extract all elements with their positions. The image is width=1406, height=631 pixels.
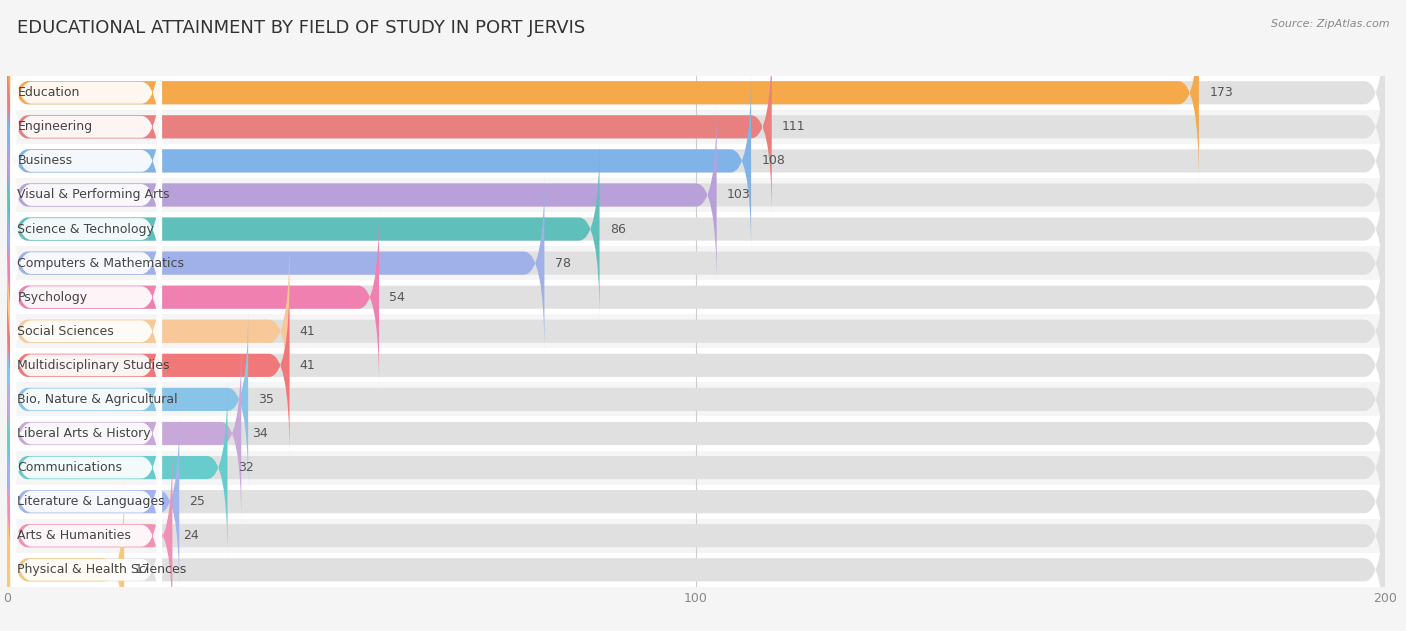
FancyBboxPatch shape [7, 240, 290, 422]
Bar [7, 280, 1385, 314]
FancyBboxPatch shape [10, 410, 162, 593]
Text: EDUCATIONAL ATTAINMENT BY FIELD OF STUDY IN PORT JERVIS: EDUCATIONAL ATTAINMENT BY FIELD OF STUDY… [17, 19, 585, 37]
Bar [7, 451, 1385, 485]
Bar [7, 246, 1385, 280]
FancyBboxPatch shape [7, 445, 1385, 627]
FancyBboxPatch shape [7, 104, 1385, 286]
FancyBboxPatch shape [7, 172, 1385, 354]
FancyBboxPatch shape [10, 274, 162, 457]
Bar [7, 314, 1385, 348]
FancyBboxPatch shape [7, 70, 751, 252]
FancyBboxPatch shape [7, 2, 1199, 184]
Text: 41: 41 [299, 359, 315, 372]
Bar [7, 348, 1385, 382]
Bar [7, 519, 1385, 553]
Text: 25: 25 [190, 495, 205, 508]
FancyBboxPatch shape [10, 138, 162, 321]
Bar [7, 212, 1385, 246]
FancyBboxPatch shape [10, 478, 162, 631]
FancyBboxPatch shape [7, 138, 599, 320]
Text: 41: 41 [299, 325, 315, 338]
Text: Education: Education [17, 86, 80, 99]
FancyBboxPatch shape [10, 308, 162, 491]
Text: 24: 24 [183, 529, 198, 542]
FancyBboxPatch shape [7, 377, 228, 558]
Text: Multidisciplinary Studies: Multidisciplinary Studies [17, 359, 170, 372]
Bar [7, 382, 1385, 416]
FancyBboxPatch shape [7, 274, 1385, 456]
Text: 111: 111 [782, 121, 806, 133]
FancyBboxPatch shape [7, 206, 1385, 388]
FancyBboxPatch shape [10, 1, 162, 184]
Text: Liberal Arts & History: Liberal Arts & History [17, 427, 150, 440]
FancyBboxPatch shape [7, 172, 544, 354]
Bar [7, 553, 1385, 587]
FancyBboxPatch shape [7, 479, 124, 631]
Text: 35: 35 [259, 393, 274, 406]
Text: 103: 103 [727, 189, 751, 201]
FancyBboxPatch shape [10, 240, 162, 423]
FancyBboxPatch shape [7, 445, 173, 627]
Text: 17: 17 [135, 563, 150, 576]
FancyBboxPatch shape [10, 342, 162, 525]
FancyBboxPatch shape [7, 411, 180, 593]
FancyBboxPatch shape [10, 206, 162, 389]
Text: 54: 54 [389, 291, 405, 304]
Text: Communications: Communications [17, 461, 122, 474]
FancyBboxPatch shape [7, 104, 717, 286]
Text: 86: 86 [610, 223, 626, 235]
Text: Business: Business [17, 155, 73, 167]
Text: Bio, Nature & Agricultural: Bio, Nature & Agricultural [17, 393, 179, 406]
FancyBboxPatch shape [7, 240, 1385, 422]
Text: Engineering: Engineering [17, 121, 93, 133]
Text: Social Sciences: Social Sciences [17, 325, 114, 338]
FancyBboxPatch shape [7, 343, 1385, 524]
FancyBboxPatch shape [7, 138, 1385, 320]
Text: Science & Technology: Science & Technology [17, 223, 155, 235]
FancyBboxPatch shape [7, 309, 1385, 490]
FancyBboxPatch shape [7, 274, 290, 456]
FancyBboxPatch shape [7, 343, 242, 524]
FancyBboxPatch shape [10, 172, 162, 355]
Bar [7, 178, 1385, 212]
FancyBboxPatch shape [7, 36, 1385, 218]
FancyBboxPatch shape [7, 309, 249, 490]
Bar [7, 416, 1385, 451]
FancyBboxPatch shape [10, 376, 162, 559]
Bar [7, 144, 1385, 178]
FancyBboxPatch shape [10, 444, 162, 627]
Text: Source: ZipAtlas.com: Source: ZipAtlas.com [1271, 19, 1389, 29]
Text: 173: 173 [1209, 86, 1233, 99]
FancyBboxPatch shape [7, 2, 1385, 184]
FancyBboxPatch shape [7, 206, 380, 388]
FancyBboxPatch shape [10, 69, 162, 252]
Bar [7, 485, 1385, 519]
FancyBboxPatch shape [7, 377, 1385, 558]
Text: Arts & Humanities: Arts & Humanities [17, 529, 131, 542]
Text: Literature & Languages: Literature & Languages [17, 495, 165, 508]
Text: 34: 34 [252, 427, 267, 440]
Text: Visual & Performing Arts: Visual & Performing Arts [17, 189, 170, 201]
Text: 32: 32 [238, 461, 253, 474]
Bar [7, 76, 1385, 110]
Text: Psychology: Psychology [17, 291, 87, 304]
FancyBboxPatch shape [7, 70, 1385, 252]
FancyBboxPatch shape [7, 479, 1385, 631]
Bar [7, 110, 1385, 144]
FancyBboxPatch shape [7, 411, 1385, 593]
Text: Computers & Mathematics: Computers & Mathematics [17, 257, 184, 269]
Text: Physical & Health Sciences: Physical & Health Sciences [17, 563, 187, 576]
FancyBboxPatch shape [7, 36, 772, 218]
Text: 78: 78 [555, 257, 571, 269]
FancyBboxPatch shape [10, 35, 162, 218]
Text: 108: 108 [762, 155, 786, 167]
FancyBboxPatch shape [10, 103, 162, 286]
